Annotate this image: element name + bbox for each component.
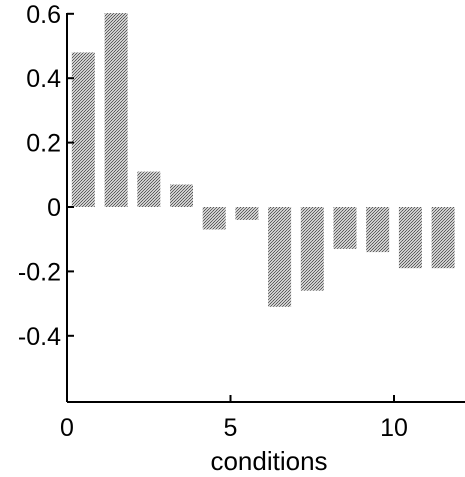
x-tick-label: 5	[224, 414, 238, 442]
y-tick-label: 0.4	[26, 65, 61, 93]
bar-4	[170, 184, 193, 207]
x-tick-label: 0	[60, 414, 74, 442]
bar-9	[333, 207, 357, 249]
y-tick-label: -0.2	[18, 258, 61, 286]
bar-5	[202, 207, 226, 230]
bar-12	[431, 207, 455, 269]
bars-layer	[71, 13, 455, 307]
y-ticks: 0.6 0.4 0.2 0 -0.2 -0.4	[18, 1, 74, 351]
x-axis-label: conditions	[210, 446, 327, 476]
bar-7	[268, 207, 292, 307]
bar-1	[71, 52, 95, 208]
y-tick-label: -0.4	[18, 323, 61, 351]
bar-6	[235, 207, 259, 220]
y-tick-label: 0.2	[26, 130, 61, 158]
y-tick-label: 0.6	[26, 1, 61, 29]
bar-10	[366, 207, 390, 253]
x-tick-label: 10	[380, 414, 408, 442]
bar-3	[137, 171, 161, 207]
x-ticks: 0 5 10	[60, 395, 408, 442]
bar-8	[300, 207, 324, 291]
y-tick-label: 0	[47, 194, 61, 222]
bar-11	[398, 207, 422, 269]
bar-2	[104, 13, 128, 207]
